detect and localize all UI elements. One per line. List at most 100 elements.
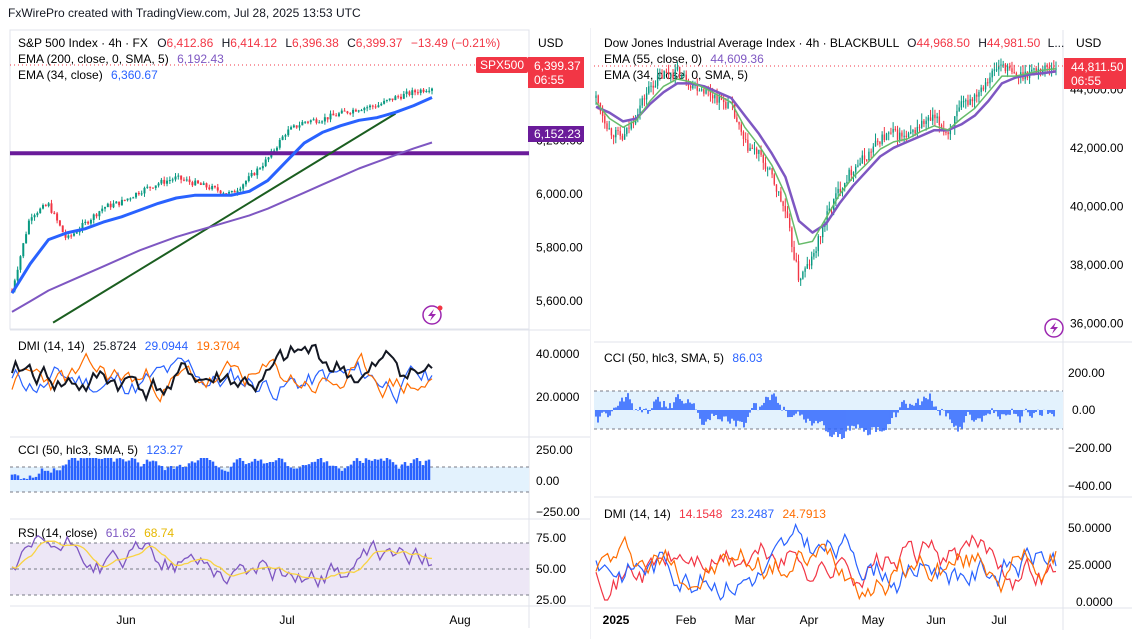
right-currency-label[interactable]: USD — [1076, 36, 1102, 50]
candle-body — [363, 107, 366, 111]
candle-body — [75, 232, 78, 234]
right-ema55-line — [595, 70, 1057, 234]
right-dmi-neg-line — [595, 535, 1057, 601]
candle-body — [129, 198, 132, 200]
rsi-ma-line — [11, 540, 433, 580]
candle-body — [991, 70, 993, 78]
candle-body — [253, 173, 256, 176]
left-price-axis-label: 5,600.00 — [536, 294, 583, 308]
rsi-line — [11, 534, 433, 589]
candle-body — [306, 121, 309, 123]
candle-body — [264, 159, 267, 167]
candle-body — [73, 233, 76, 236]
candle-body — [1046, 65, 1048, 67]
candle-body — [965, 100, 967, 102]
candle-body — [784, 205, 786, 212]
candle-body — [391, 98, 394, 101]
candle-body — [815, 251, 817, 254]
right-dmi-axis-3: 0.0000 — [1076, 595, 1113, 609]
legend-open: 6,412.86 — [167, 36, 214, 50]
candle-body — [916, 126, 919, 134]
candle-body — [87, 221, 90, 224]
right-time-axis-label: Feb — [676, 613, 697, 627]
candle-body — [281, 136, 284, 140]
candle-body — [852, 171, 855, 176]
candle-body — [949, 128, 952, 135]
candle-body — [22, 243, 25, 257]
candle-body — [764, 162, 767, 169]
candle-body — [762, 154, 764, 163]
candle-body — [773, 174, 775, 185]
left-ema200-legend: EMA (200, close, 0, SMA, 5) 6,192.43 — [18, 52, 224, 66]
candle-body — [222, 193, 225, 195]
candle-body — [659, 74, 661, 76]
alert-bolt-icon[interactable] — [422, 305, 442, 325]
left-currency-label[interactable]: USD — [538, 36, 564, 50]
candle-body — [1015, 73, 1018, 77]
dmi-pos-line — [11, 357, 433, 405]
right-dmi-adx-value: 14.1548 — [679, 507, 723, 521]
left-price-tag-bg — [528, 57, 584, 88]
candle-body — [619, 131, 621, 136]
right-price-axis-label: 42,000.00 — [1070, 141, 1124, 155]
right-price-axis-label: 38,000.00 — [1070, 258, 1124, 272]
candle-body — [696, 83, 698, 91]
candle-body — [30, 217, 33, 221]
rsi-ma-value: 68.74 — [144, 526, 174, 540]
candle-body — [143, 187, 146, 194]
candle-body — [1002, 64, 1004, 66]
candle-body — [755, 148, 758, 154]
bolt-icon — [428, 309, 436, 321]
right-time-axis-label: Mar — [735, 613, 756, 627]
candle-body — [689, 85, 692, 89]
right-dmi-adx-line — [595, 534, 1057, 601]
candle-body — [120, 199, 123, 206]
left-cci-axis-2: 0.00 — [536, 474, 560, 488]
candle-body — [932, 114, 934, 121]
candle-body — [284, 135, 287, 137]
candle-body — [969, 99, 971, 105]
candle-body — [753, 148, 756, 150]
candle-body — [643, 98, 646, 100]
left-chart-pane[interactable]: S&P 500 Index · 4h · FX O6,412.86 H6,414… — [0, 0, 590, 639]
candle-body — [742, 131, 745, 140]
candle-body — [896, 129, 899, 140]
right-chart-pane[interactable]: Dow Jones Industrial Average Index · 4h … — [590, 0, 1132, 639]
candle-body — [709, 90, 712, 96]
right-legend-symbol-name: Dow Jones Industrial Average Index · 4h … — [604, 36, 900, 50]
candle-body — [883, 134, 886, 141]
candle-body — [354, 109, 357, 112]
ema200-label: EMA (200, close, 0, SMA, 5) — [18, 52, 169, 66]
left-rsi-axis-2: 50.00 — [536, 562, 566, 576]
candle-body — [989, 77, 991, 84]
candle-body — [239, 188, 242, 191]
candle-body — [332, 113, 335, 116]
candle-body — [298, 125, 301, 128]
candle-body — [1011, 68, 1013, 73]
candle-body — [881, 134, 883, 145]
candle-body — [368, 105, 371, 108]
candle-body — [335, 115, 338, 117]
candle-body — [716, 94, 718, 103]
candle-body — [431, 88, 433, 91]
candle-body — [115, 201, 118, 204]
right-alert-bolt-icon[interactable] — [1044, 318, 1064, 338]
candle-body — [27, 220, 30, 235]
candle-body — [225, 193, 228, 195]
candle-body — [295, 125, 298, 128]
candle-body — [921, 120, 923, 128]
candle-body — [786, 211, 789, 219]
candle-body — [821, 226, 824, 238]
candle-body — [857, 165, 859, 167]
candle-body — [405, 91, 408, 94]
right-legend-h-label: H — [978, 36, 987, 50]
candle-body — [388, 98, 391, 100]
candle-body — [343, 110, 346, 112]
candle-body — [971, 99, 974, 102]
candle-body — [1000, 64, 1002, 66]
candle-body — [98, 211, 101, 217]
candle-body — [202, 183, 205, 185]
candle-body — [126, 198, 129, 201]
candle-body — [639, 105, 641, 115]
left-time-jun: Jun — [116, 613, 135, 627]
